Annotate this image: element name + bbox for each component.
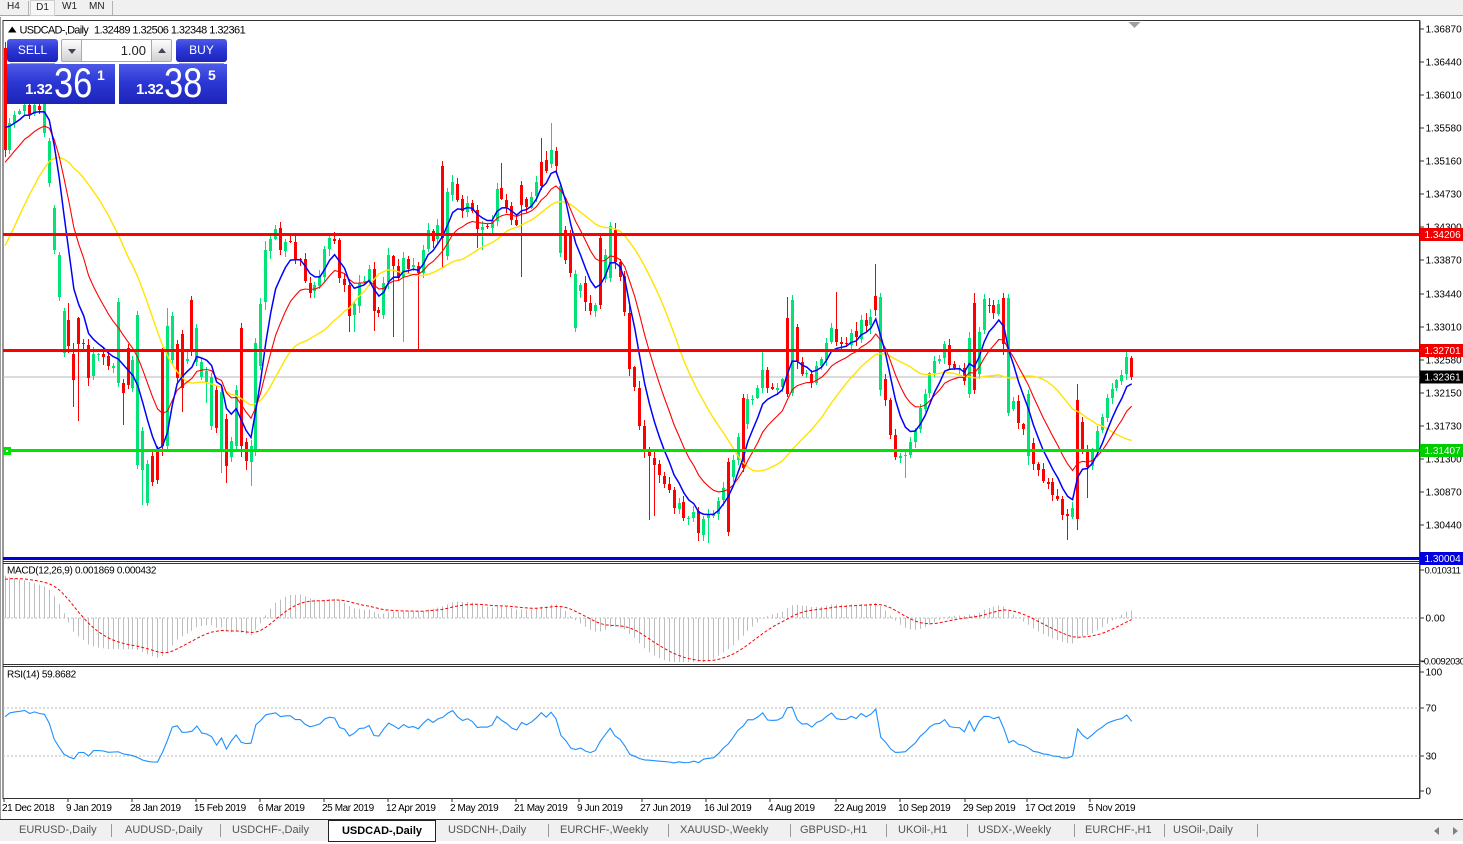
svg-text:10 Sep 2019: 10 Sep 2019	[898, 803, 951, 814]
svg-text:1.32580: 1.32580	[1426, 356, 1463, 367]
svg-text:1.33870: 1.33870	[1426, 256, 1463, 267]
svg-text:1.32701: 1.32701	[1425, 346, 1462, 357]
svg-text:MACD(12,26,9) 0.001869 0.00043: MACD(12,26,9) 0.001869 0.000432	[7, 566, 157, 577]
svg-text:1.30870: 1.30870	[1426, 488, 1463, 499]
svg-text:5 Nov 2019: 5 Nov 2019	[1088, 803, 1136, 814]
svg-text:1.33010: 1.33010	[1426, 323, 1463, 334]
svg-text:-0.0092030: -0.0092030	[1421, 657, 1463, 668]
svg-text:1.30440: 1.30440	[1426, 521, 1463, 532]
svg-text:1.34206: 1.34206	[1425, 230, 1462, 241]
svg-text:1.31300: 1.31300	[1426, 455, 1463, 466]
svg-text:21 Dec 2018: 21 Dec 2018	[2, 803, 55, 814]
svg-text:28 Jan 2019: 28 Jan 2019	[130, 803, 181, 814]
svg-text:1.31407: 1.31407	[1425, 446, 1462, 457]
svg-text:9 Jun 2019: 9 Jun 2019	[577, 803, 623, 814]
svg-text:1.32489 1.32506 1.32348 1.3236: 1.32489 1.32506 1.32348 1.32361	[94, 25, 246, 37]
svg-text:16 Jul 2019: 16 Jul 2019	[704, 803, 752, 814]
svg-text:1.34730: 1.34730	[1426, 190, 1463, 201]
svg-text:1.35580: 1.35580	[1426, 124, 1463, 135]
svg-text:0.00: 0.00	[1426, 614, 1446, 625]
svg-text:RSI(14) 59.8682: RSI(14) 59.8682	[7, 670, 77, 681]
svg-text:1.35160: 1.35160	[1426, 157, 1463, 168]
svg-text:29 Sep 2019: 29 Sep 2019	[963, 803, 1016, 814]
svg-text:4 Aug 2019: 4 Aug 2019	[768, 803, 815, 814]
svg-text:2 May 2019: 2 May 2019	[450, 803, 499, 814]
svg-text:1.32361: 1.32361	[1425, 373, 1462, 384]
svg-text:1.36870: 1.36870	[1426, 25, 1463, 36]
svg-text:22 Aug 2019: 22 Aug 2019	[834, 803, 887, 814]
svg-text:0.010311: 0.010311	[1425, 566, 1461, 577]
svg-text:1.31730: 1.31730	[1426, 422, 1463, 433]
svg-text:17 Oct 2019: 17 Oct 2019	[1025, 803, 1076, 814]
svg-text:0: 0	[1426, 787, 1432, 798]
svg-text:1.36010: 1.36010	[1426, 91, 1463, 102]
svg-text:1.36440: 1.36440	[1426, 58, 1463, 69]
svg-text:USDCAD-,Daily: USDCAD-,Daily	[20, 25, 90, 37]
svg-text:1.33440: 1.33440	[1426, 290, 1463, 301]
svg-text:27 Jun 2019: 27 Jun 2019	[640, 803, 691, 814]
svg-text:15 Feb 2019: 15 Feb 2019	[194, 803, 247, 814]
svg-text:6 Mar 2019: 6 Mar 2019	[258, 803, 305, 814]
svg-text:100: 100	[1426, 668, 1443, 679]
svg-text:30: 30	[1426, 752, 1438, 763]
svg-text:1.32150: 1.32150	[1426, 389, 1463, 400]
svg-text:1.30004: 1.30004	[1425, 554, 1462, 565]
svg-text:9 Jan 2019: 9 Jan 2019	[66, 803, 112, 814]
svg-text:25 Mar 2019: 25 Mar 2019	[322, 803, 375, 814]
svg-text:12 Apr 2019: 12 Apr 2019	[386, 803, 436, 814]
svg-text:70: 70	[1426, 704, 1438, 715]
svg-text:21 May 2019: 21 May 2019	[514, 803, 568, 814]
